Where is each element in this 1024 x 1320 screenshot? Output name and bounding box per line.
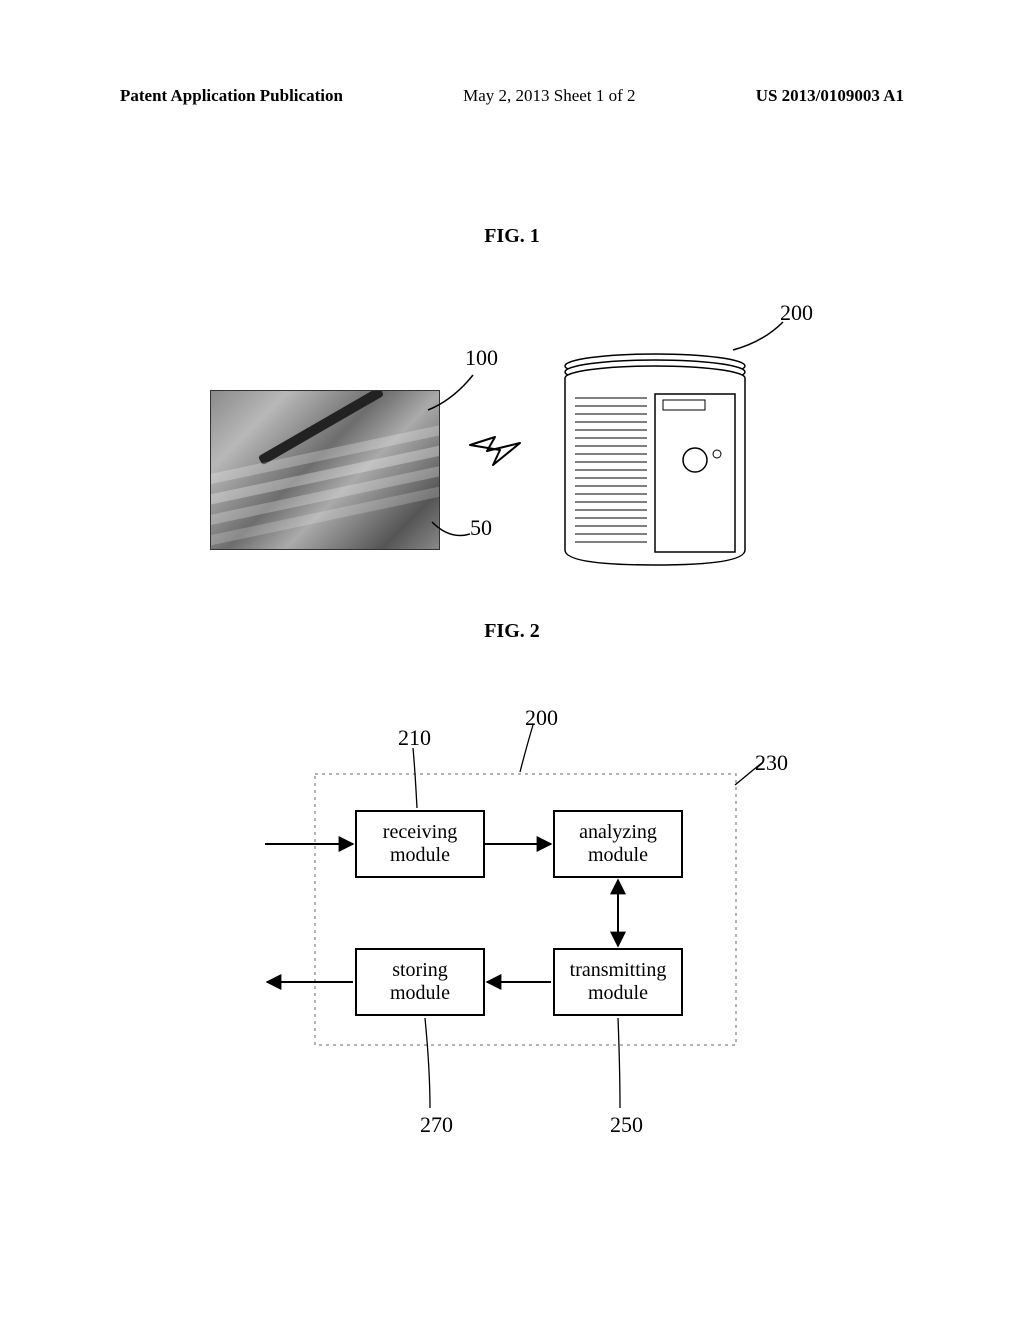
- block-diagram-arrows: [235, 700, 795, 1150]
- figure-1: 100 50 200: [210, 300, 830, 560]
- reference-numeral-270: 270: [420, 1112, 453, 1138]
- reference-numeral-230: 230: [755, 750, 788, 776]
- leader-line-100: [428, 370, 478, 410]
- receiving-label-1: receiving: [355, 821, 485, 844]
- leader-line-50: [432, 522, 472, 547]
- reference-numeral-50: 50: [470, 515, 492, 541]
- transmitting-label-2: module: [553, 982, 683, 1005]
- header-publication: Patent Application Publication: [120, 86, 343, 106]
- header-date-sheet: May 2, 2013 Sheet 1 of 2: [463, 86, 635, 106]
- header-patent-number: US 2013/0109003 A1: [756, 86, 904, 106]
- figure-2: receiving module analyzing module storin…: [235, 700, 795, 1150]
- storing-label-2: module: [355, 982, 485, 1005]
- wireless-link-icon: [465, 425, 525, 475]
- reference-numeral-200-fig2: 200: [525, 705, 558, 731]
- reference-numeral-250: 250: [610, 1112, 643, 1138]
- storing-label-1: storing: [355, 959, 485, 982]
- analyzing-label-2: module: [553, 844, 683, 867]
- reference-numeral-100: 100: [465, 345, 498, 371]
- figure-1-title: FIG. 1: [0, 225, 1024, 248]
- figure-2-title: FIG. 2: [0, 620, 1024, 643]
- server-illustration: [555, 350, 755, 570]
- page-header: Patent Application Publication May 2, 20…: [0, 86, 1024, 106]
- receiving-label-2: module: [355, 844, 485, 867]
- reference-numeral-210: 210: [398, 725, 431, 751]
- transmitting-label-1: transmitting: [553, 959, 683, 982]
- pen-on-paper-photo: [210, 390, 440, 550]
- reference-numeral-200: 200: [780, 300, 813, 326]
- analyzing-label-1: analyzing: [553, 821, 683, 844]
